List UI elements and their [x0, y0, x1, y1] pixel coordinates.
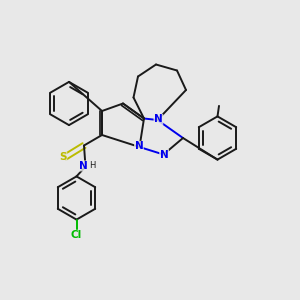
Text: N: N [154, 114, 163, 124]
Text: Cl: Cl [71, 230, 82, 240]
Text: H: H [89, 161, 95, 170]
Text: N: N [160, 149, 169, 160]
Text: S: S [59, 152, 67, 163]
Text: N: N [134, 141, 143, 152]
Text: N: N [79, 161, 88, 171]
